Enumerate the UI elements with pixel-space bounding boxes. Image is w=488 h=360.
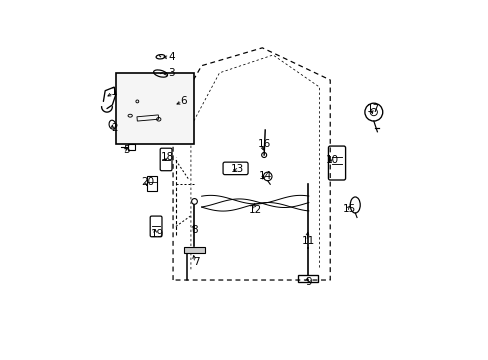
Circle shape bbox=[369, 109, 377, 116]
Text: 8: 8 bbox=[191, 225, 198, 235]
Bar bbox=[298, 275, 317, 282]
Text: 15: 15 bbox=[343, 203, 356, 213]
Circle shape bbox=[191, 199, 197, 204]
Bar bbox=[116, 73, 194, 144]
Bar bbox=[147, 176, 157, 191]
Text: 1: 1 bbox=[111, 87, 117, 98]
Text: 13: 13 bbox=[230, 164, 244, 174]
Text: 9: 9 bbox=[305, 277, 311, 287]
Bar bbox=[184, 247, 205, 253]
Text: 16: 16 bbox=[257, 139, 270, 149]
Text: 6: 6 bbox=[180, 96, 187, 107]
Text: 12: 12 bbox=[248, 205, 261, 215]
Bar bbox=[137, 115, 159, 121]
Bar bbox=[128, 144, 135, 150]
Text: 20: 20 bbox=[141, 177, 154, 187]
Text: 10: 10 bbox=[325, 156, 338, 165]
Text: 19: 19 bbox=[150, 229, 163, 239]
Text: 7: 7 bbox=[193, 257, 199, 267]
Text: 18: 18 bbox=[161, 152, 174, 162]
Text: 11: 11 bbox=[302, 236, 315, 246]
Text: 5: 5 bbox=[123, 145, 130, 155]
Text: 14: 14 bbox=[259, 171, 272, 181]
Text: 2: 2 bbox=[111, 123, 117, 133]
Text: 3: 3 bbox=[167, 68, 174, 78]
Text: 17: 17 bbox=[366, 104, 379, 113]
Text: 4: 4 bbox=[167, 52, 174, 62]
